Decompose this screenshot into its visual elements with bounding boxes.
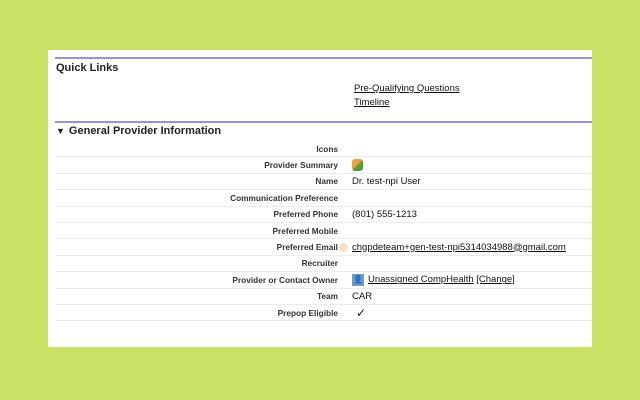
field-row-preferred-mobile: Preferred Mobile [55, 223, 592, 240]
field-label: Preferred Phone [273, 209, 338, 220]
info-icon[interactable] [339, 242, 348, 252]
section-divider [55, 57, 592, 59]
field-label: Icons [316, 143, 338, 154]
field-row-provider-summary: Provider Summary [55, 157, 592, 174]
owner-link[interactable]: Unassigned CompHealth [368, 274, 474, 286]
change-owner-link[interactable]: [Change] [476, 274, 515, 286]
field-value: CAR [352, 290, 373, 302]
quick-links-title: Quick Links [56, 62, 119, 74]
field-row-recruiter: Recruiter [55, 256, 592, 273]
link-pre-qualifying-questions[interactable]: Pre-Qualifying Questions [354, 83, 460, 94]
checkmark-icon: ✓ [356, 305, 367, 320]
field-row-prepop-eligible: Prepop Eligible ✓ [55, 305, 592, 322]
field-value: (801) 555-1213 [352, 208, 417, 220]
field-label: Recruiter [301, 258, 338, 269]
collapse-triangle-icon[interactable]: ▼ [56, 126, 65, 136]
field-row-team: Team CAR [55, 289, 592, 305]
field-row-name: Name Dr. test-npi User [55, 174, 592, 191]
field-label: Preferred Mobile [272, 225, 338, 236]
field-label: Preferred Email [276, 242, 338, 253]
field-row-icons: Icons [55, 141, 592, 158]
field-label: Team [316, 291, 338, 302]
field-row-preferred-phone: Preferred Phone (801) 555-1213 [55, 207, 592, 223]
section-title: General Provider Information [68, 125, 222, 137]
field-list: Icons Provider Summary Name Dr. test-npi … [55, 141, 592, 322]
section-header[interactable]: ▼ General Provider Information [56, 125, 221, 137]
quick-links-list: Pre-Qualifying Questions Timeline [354, 82, 460, 110]
field-label: Communication Preference [230, 192, 338, 203]
field-label: Provider or Contact Owner [232, 274, 338, 285]
field-row-owner: Provider or Contact Owner 👤 Unassigned Com… [55, 272, 592, 289]
field-row-preferred-email: Preferred Email chgpdeteam+gen-test-npi53… [55, 239, 592, 256]
section-divider [55, 121, 592, 123]
field-label: Name [315, 176, 338, 187]
user-icon: 👤 [352, 273, 364, 286]
provider-summary-icon[interactable] [352, 159, 363, 172]
field-label: Provider Summary [264, 160, 338, 171]
detail-panel: Quick Links Pre-Qualifying Questions Tim… [48, 50, 592, 347]
email-link[interactable]: chgpdeteam+gen-test-npi5314034988@gmail.… [352, 241, 566, 253]
link-timeline[interactable]: Timeline [354, 97, 390, 108]
field-value: Dr. test-npi User [352, 175, 421, 187]
field-label: Prepop Eligible [277, 307, 338, 318]
field-row-communication-preference: Communication Preference [55, 190, 592, 207]
